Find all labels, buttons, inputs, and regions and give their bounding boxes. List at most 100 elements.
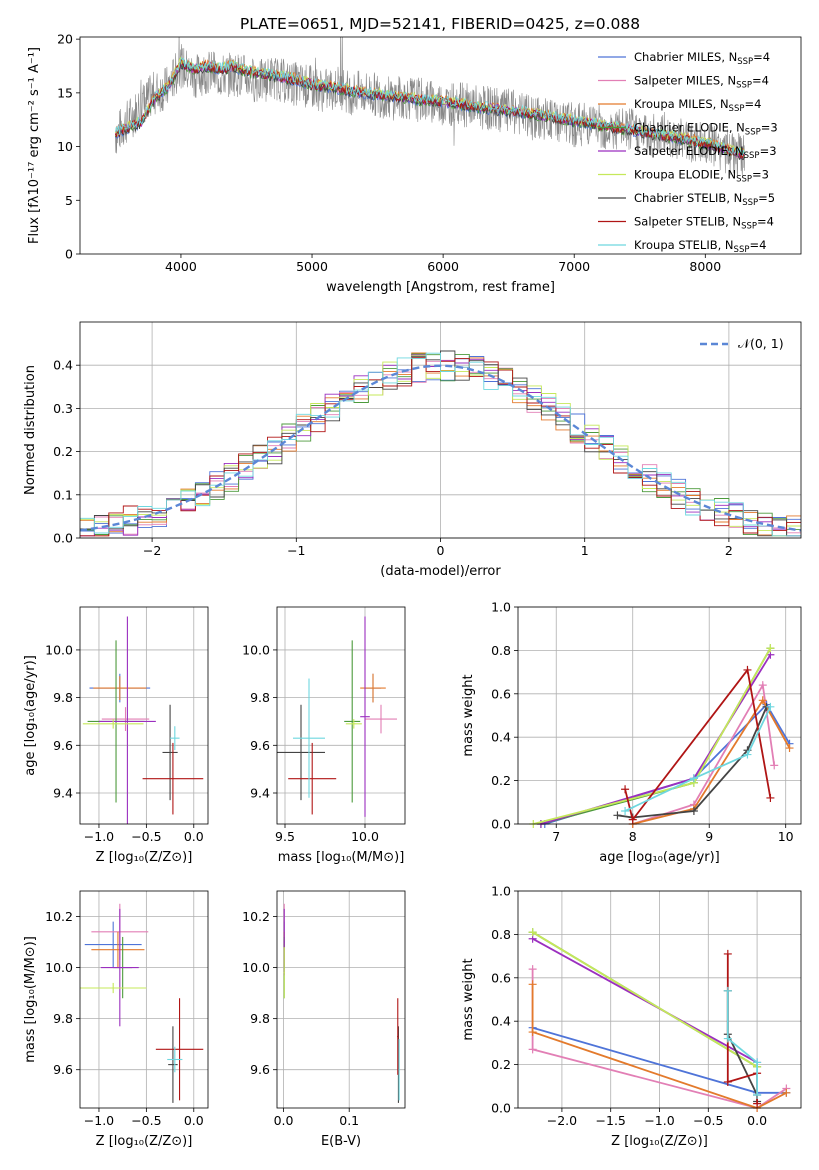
error-bar-point	[288, 742, 337, 815]
gaussian-curve	[80, 364, 801, 532]
plot-area	[80, 903, 204, 1103]
y-axis-label: Normed distribution	[23, 365, 38, 495]
grid	[80, 891, 208, 1108]
legend-nssp: =4	[757, 215, 774, 229]
weight-marker	[758, 681, 767, 690]
x-tick-label: 9	[705, 829, 713, 844]
y-tick-label: 10	[57, 139, 73, 154]
x-tick-label: 9.5	[275, 829, 295, 844]
legend: Chabrier MILES, NSSP=4 Salpeter MILES, NS…	[598, 50, 778, 255]
x-tick-label: 6000	[427, 259, 459, 274]
y-tick-label: 0.2	[491, 1057, 511, 1072]
weight-marker	[613, 811, 622, 820]
grid	[277, 607, 405, 824]
error-bar-point	[93, 676, 147, 700]
y-tick-label: 0.0	[491, 1101, 511, 1116]
x-tick-label: 8000	[689, 259, 721, 274]
error-bar-point	[170, 726, 180, 751]
weight-marker	[770, 761, 779, 770]
weight-series-line	[617, 706, 768, 819]
plot-frame	[276, 890, 406, 1109]
weight-marker	[743, 750, 752, 759]
y-tick-label: 10.0	[242, 960, 270, 975]
y-tick-label: 10.0	[242, 642, 270, 657]
data-spectrum-line	[115, 37, 745, 177]
x-tick-label: −1.0	[84, 1113, 114, 1128]
y-tick-label: 0.4	[491, 730, 511, 745]
y-tick-label: 0.4	[53, 358, 73, 373]
x-axis-label: Z [log₁₀(Z/Z⊙)]	[96, 850, 193, 865]
error-bar-point	[162, 704, 178, 801]
error-bar-point	[398, 1039, 400, 1101]
y-tick-label: 0.0	[491, 817, 511, 832]
error-bar-point	[283, 947, 285, 999]
weight-series-line	[726, 953, 758, 1104]
weight-marker	[766, 702, 775, 711]
plot-frame	[79, 606, 209, 825]
legend-label: Kroupa MILES, NSSP=4	[634, 97, 761, 114]
chart-spectrum: 4000 5000 6000 7000 8000 0 5 10 15 20 wavelength […	[27, 32, 802, 295]
weight-marker	[528, 928, 537, 937]
weight-marker	[723, 1034, 732, 1043]
weight-series-line	[532, 937, 758, 1064]
x-axis-label: (data-model)/error	[380, 564, 501, 579]
weight-series-line	[624, 706, 772, 812]
y-tick-label: 9.8	[250, 690, 270, 705]
y-axis-label: Flux [fλ10⁻¹⁷ erg cm⁻² s⁻¹ A⁻¹]	[27, 47, 42, 244]
y-axis-label: mass weight	[461, 674, 476, 756]
x-tick-label: 0.1	[339, 1113, 359, 1128]
x-tick-label: 10	[778, 829, 794, 844]
y-tick-label: 10.2	[242, 909, 270, 924]
weight-marker	[689, 774, 698, 783]
x-tick-label: 7	[552, 829, 560, 844]
plot-area	[283, 903, 400, 1103]
legend-nssp: =3	[760, 144, 777, 158]
legend-label: Kroupa ELODIE, NSSP=3	[634, 168, 769, 185]
legend-subscript: SSP	[741, 222, 757, 232]
error-bar-point	[101, 707, 150, 731]
weight-marker	[753, 1099, 762, 1108]
x-tick-label: −1.5	[596, 1113, 626, 1128]
x-tick-label: 8	[629, 829, 637, 844]
y-tick-label: 1.0	[491, 884, 511, 899]
x-tick-label: 10.0	[351, 829, 379, 844]
x-tick-label: −1.0	[84, 829, 114, 844]
weight-series-line	[632, 698, 791, 825]
legend-nssp: =4	[752, 74, 769, 88]
x-axis-label: wavelength [Angstrom, rest frame]	[326, 280, 555, 295]
weight-series-line	[624, 667, 772, 822]
figure-title: PLATE=0651, MJD=52141, FIBERID=0425, z=0…	[240, 15, 640, 33]
legend-subscript: SSP	[737, 57, 753, 67]
y-tick-label: 0.1	[53, 487, 73, 502]
x-tick-label: 0.0	[184, 829, 204, 844]
histogram-kroupa-elodie	[80, 355, 801, 537]
legend-label: Salpeter ELODIE, NSSP=3	[634, 144, 777, 161]
legend-subscript: SSP	[745, 128, 761, 138]
legend-label: Chabrier ELODIE, NSSP=3	[634, 121, 778, 138]
chart-age-vs-mass: 9.5 10.0 9.4 9.6 9.8 10.0 mass [log₁₀(M/M⊙)]	[242, 606, 406, 865]
chart-weight-vs-age: 7 8 9 10 0.0 0.2 0.4 0.6 0.8 1.0 age [log₁₀(age/yr…	[461, 600, 802, 865]
weight-series-line	[726, 990, 758, 1095]
y-tick-label: 9.6	[250, 738, 270, 753]
error-bar-point	[365, 704, 397, 734]
weight-series-line	[544, 703, 791, 825]
y-axis-label: mass [log₁₀(M/M⊙)]	[23, 936, 38, 1063]
y-tick-label: 0.2	[491, 773, 511, 788]
y-tick-label: 10.2	[45, 909, 73, 924]
error-bar-point	[155, 998, 204, 1101]
chart-age-vs-Z: −1.0 −0.5 0.0 9.4 9.6 9.8 10.0 Z [log₁₀(Z/Z⊙)] a…	[23, 606, 209, 865]
legend-label: Kroupa STELIB, NSSP=4	[634, 238, 766, 255]
weight-series-line	[532, 931, 758, 1068]
legend-subscript: SSP	[734, 245, 750, 255]
y-tick-label: 9.6	[53, 738, 73, 753]
plot-area	[528, 928, 791, 1112]
weight-marker	[753, 1058, 762, 1067]
weight-series-line	[632, 682, 776, 825]
legend-label: Salpeter STELIB, NSSP=4	[634, 215, 774, 232]
y-tick-label: 9.8	[250, 1011, 270, 1026]
error-bar-point	[168, 1026, 178, 1103]
chart-residuals: −2 −1 0 1 2 0.0 0.1 0.2 0.3 0.4 (data-model)/error…	[23, 321, 802, 579]
x-tick-label: 7000	[558, 259, 590, 274]
error-bar-point	[167, 1046, 183, 1073]
